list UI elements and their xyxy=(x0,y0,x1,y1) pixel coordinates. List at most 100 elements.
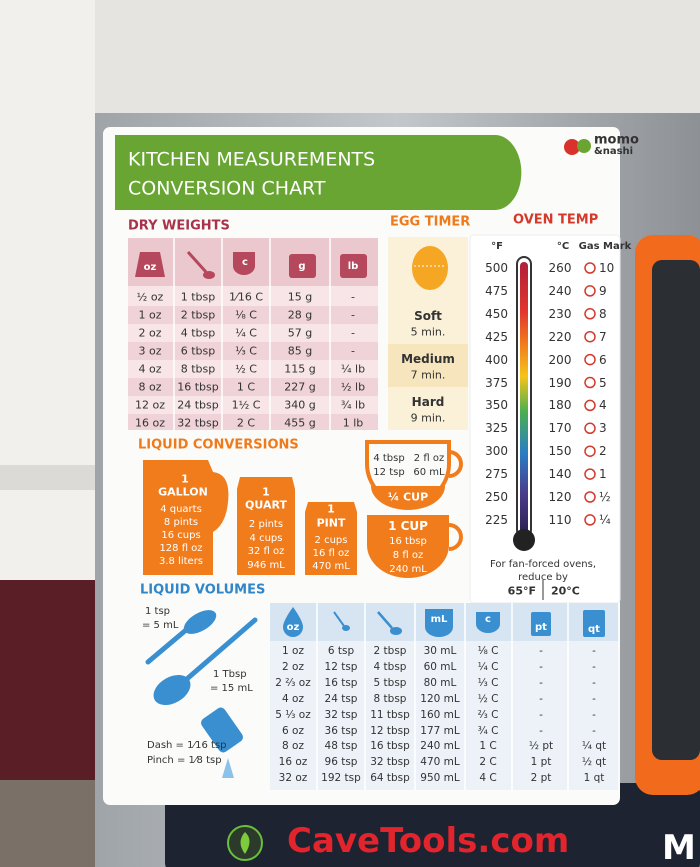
unit: ¼ CUP xyxy=(387,490,429,504)
table-cell: ½ lb xyxy=(340,380,366,394)
column-header: Gas Mark xyxy=(578,241,632,252)
table-cell: 1 C xyxy=(479,740,497,753)
table-cell: - xyxy=(592,644,596,657)
fahrenheit: 375 xyxy=(485,375,508,390)
table-cell: 3 oz xyxy=(138,344,162,358)
table-cell: 80 mL xyxy=(423,676,457,689)
table-cell: - xyxy=(351,326,355,340)
conversion: 16 cups xyxy=(161,530,201,541)
table-cell: 8 tbsp xyxy=(180,362,216,376)
quarter-cup-fill xyxy=(371,486,445,510)
amount: 1 xyxy=(327,502,335,516)
fahrenheit: 400 xyxy=(485,352,508,367)
table-cell: 15 g xyxy=(287,290,313,304)
icon-label: oz xyxy=(286,622,300,633)
table-cell: 4 tbsp xyxy=(373,660,407,673)
flame-icon xyxy=(584,330,596,343)
unit: QUART xyxy=(245,498,287,512)
celsius: 180 xyxy=(548,398,572,413)
gas-mark: 3 xyxy=(599,421,607,436)
teaspoon-handle xyxy=(145,627,189,665)
title: KITCHEN MEASUREMENTS xyxy=(128,148,376,171)
table-cell: 455 g xyxy=(284,416,316,430)
table-cell: 1 oz xyxy=(282,644,304,657)
table-cell: 30 mL xyxy=(423,644,457,657)
gas-mark: 8 xyxy=(599,306,607,321)
fahrenheit: 350 xyxy=(485,398,508,413)
fahrenheit: 250 xyxy=(485,490,508,504)
section-title: LIQUID VOLUMES xyxy=(140,582,266,598)
table-cell: 36 tsp xyxy=(324,724,358,737)
conversion: 12 tsp xyxy=(373,467,405,478)
amount: 1 xyxy=(262,485,270,499)
table-cell: - xyxy=(592,724,596,737)
note: reduce by xyxy=(518,572,568,583)
table-cell: 4 oz xyxy=(138,362,162,376)
flame-icon xyxy=(584,514,596,526)
conversion: 470 mL xyxy=(312,561,350,572)
flame-icon xyxy=(584,445,596,457)
table-cell: 2 oz xyxy=(282,660,304,673)
mug-handle xyxy=(448,450,463,478)
table-cell: 1 qt xyxy=(583,771,605,784)
table-cell: 1 tbsp xyxy=(180,290,216,304)
cup-icon xyxy=(476,612,500,633)
dash-label: Dash = 1⁄16 tsp xyxy=(147,740,227,751)
spoon-icon xyxy=(377,611,393,629)
table-cell: 2 tbsp xyxy=(373,644,407,657)
icon-label: oz xyxy=(143,262,157,273)
icon-label: lb xyxy=(347,261,359,272)
table-cell: 1 lb xyxy=(342,416,364,430)
celsius: 140 xyxy=(548,467,572,482)
gas-mark: 6 xyxy=(599,352,607,367)
table-cell: 2 C xyxy=(236,416,256,430)
flame-icon xyxy=(584,308,596,320)
celsius: 240 xyxy=(548,283,572,298)
table-cell: ¼ C xyxy=(477,660,499,673)
spoon-bowl xyxy=(342,625,350,631)
table-cell: 4 C xyxy=(479,771,497,784)
title-banner xyxy=(115,135,522,210)
flame-icon xyxy=(584,262,596,274)
table-cell: - xyxy=(351,290,355,304)
celsius: 110 xyxy=(548,512,572,527)
table-cell: - xyxy=(351,344,355,358)
table-cell: ⅛ C xyxy=(235,308,257,322)
thermometer-bulb xyxy=(513,529,535,551)
gas-mark: 5 xyxy=(599,375,607,390)
table-cell: 4 oz xyxy=(282,692,304,705)
gas-mark: 2 xyxy=(599,444,607,459)
column-header: °C xyxy=(556,241,570,252)
quart-icon xyxy=(583,610,605,637)
table-cell: 16 oz xyxy=(135,416,165,430)
celsius: 260 xyxy=(548,261,572,275)
unit: GALLON xyxy=(158,485,208,499)
table-cell: ⅛ C xyxy=(477,644,499,657)
table-cell: ½ C xyxy=(477,692,499,705)
conversion: 8 fl oz xyxy=(392,550,424,561)
table-cell: 12 tsp xyxy=(324,660,358,673)
gas-mark: 4 xyxy=(599,398,607,413)
table-cell: 1½ C xyxy=(231,398,261,412)
celsius: 220 xyxy=(548,329,572,344)
icon-label: qt xyxy=(588,624,600,635)
column-header: °F xyxy=(491,241,503,252)
spoon-label: 1 tsp xyxy=(145,606,171,617)
table-cell: 8 oz xyxy=(138,380,162,394)
egg-time: 9 min. xyxy=(410,411,446,425)
footer-letter: M xyxy=(662,828,696,867)
table-cell: 340 g xyxy=(284,398,316,412)
icon-label: c xyxy=(242,257,248,268)
egg-icon xyxy=(412,246,448,290)
table-cell: - xyxy=(539,660,543,673)
flame-icon xyxy=(584,285,596,297)
table-cell: 8 oz xyxy=(282,740,304,753)
table-cell: 60 mL xyxy=(423,660,457,673)
conversion: 128 fl oz xyxy=(159,543,203,554)
table-cell: - xyxy=(539,708,543,721)
table-cell: 227 g xyxy=(284,380,316,394)
table-cell: 12 oz xyxy=(135,398,165,412)
table-cell: - xyxy=(539,644,543,657)
table-cell: - xyxy=(592,660,596,673)
table-cell: 48 tsp xyxy=(324,740,358,753)
